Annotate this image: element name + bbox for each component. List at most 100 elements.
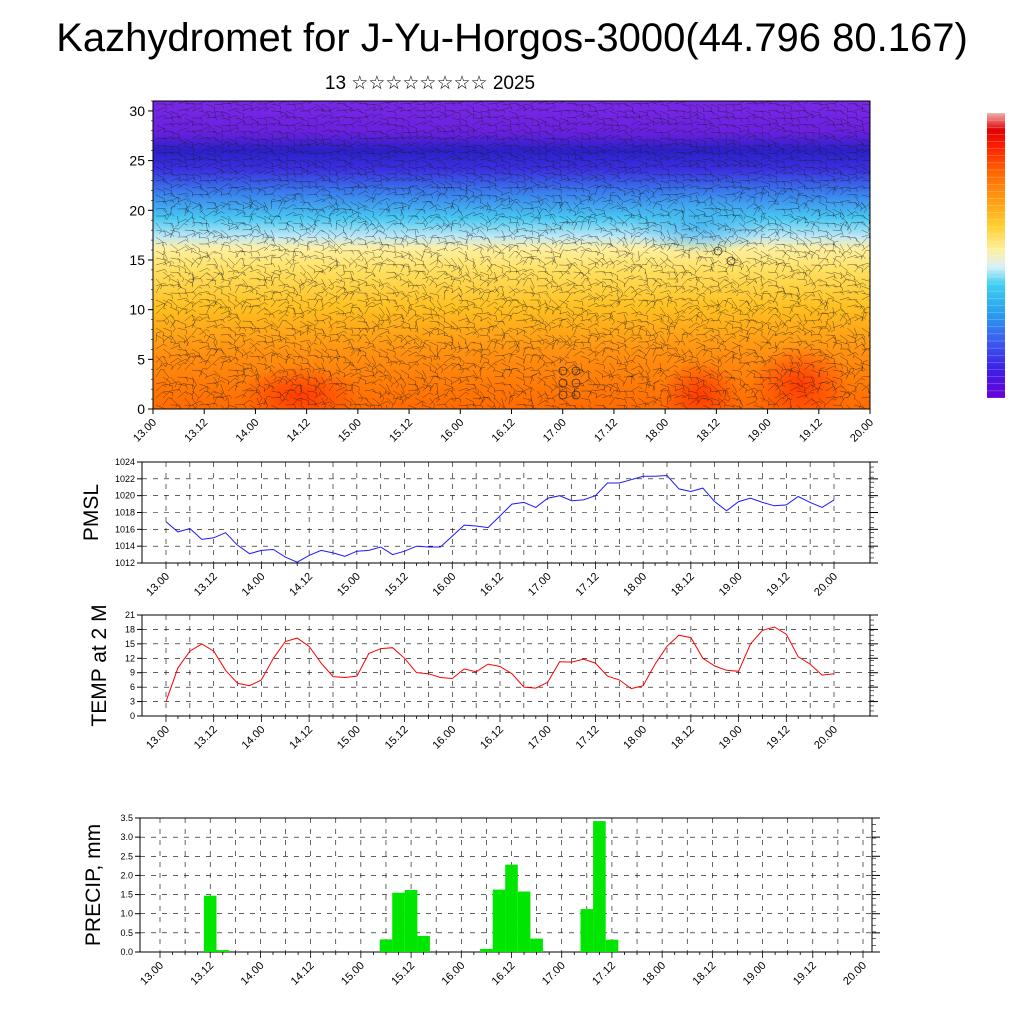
y-tick-label: 2.5: [120, 851, 133, 861]
y-tick-label: 1020: [115, 491, 135, 501]
x-tick-label: 20.00: [812, 571, 840, 599]
x-tick-label: 20.00: [841, 960, 869, 988]
x-tick-label: 18.12: [695, 417, 723, 445]
y-axis-title: PRECIP, mm: [82, 824, 105, 946]
x-tick-label: 19.12: [764, 571, 792, 599]
x-tick-label: 15.12: [387, 417, 415, 445]
x-tick-label: 13.12: [182, 417, 210, 445]
calm-wind-marker: [713, 246, 723, 256]
precip-bar: [379, 939, 393, 952]
y-axis-title: PMSL: [80, 484, 103, 541]
calm-wind-marker: [558, 390, 568, 400]
colorbar-divisions: [987, 112, 1005, 399]
temp-panel: 0 3 6 9 12 15 18 21 13.00 13.12 14.00 14.12 15.00 15.…: [88, 604, 878, 752]
y-tick-label: 1012: [115, 558, 135, 568]
x-tick-label: 16.12: [490, 417, 518, 445]
precip-bar: [517, 891, 531, 952]
precip-bar: [392, 892, 405, 952]
x-tick-label: 13.12: [188, 960, 216, 988]
x-tick-label: 17.12: [590, 960, 618, 988]
x-tick-label: 14.12: [289, 960, 317, 988]
precip-bar: [580, 909, 594, 952]
x-tick-label: 13.12: [192, 571, 220, 599]
x-tick-label: 14.12: [287, 724, 315, 752]
y-tick-label: 6: [130, 682, 135, 692]
x-tick-label: 19.12: [797, 417, 825, 445]
x-tick-label: 18.00: [621, 571, 649, 599]
calm-wind-marker: [571, 378, 581, 388]
wind-barbs: [155, 101, 870, 409]
y-tick-label: 25: [129, 153, 145, 169]
y-tick-label: 10: [129, 302, 145, 318]
x-tick-label: 15.00: [335, 724, 363, 752]
pmsl-series-line: [165, 474, 835, 563]
x-tick-label: 18.00: [643, 417, 671, 445]
x-tick-label: 15.12: [389, 960, 417, 988]
x-tick-label: 20.00: [812, 724, 840, 752]
precip-bar: [404, 890, 418, 952]
y-tick-label: 21: [125, 610, 135, 620]
precip-bar: [216, 950, 230, 952]
x-tick-label: 19.00: [717, 724, 745, 752]
x-tick-label: 17.12: [574, 724, 602, 752]
x-tick-label: 16.00: [438, 417, 466, 445]
x-tick-label: 16.00: [430, 571, 458, 599]
y-tick-label: 30: [129, 103, 145, 119]
x-tick-label: 18.00: [621, 724, 649, 752]
x-tick-label: 20.00: [848, 417, 876, 445]
x-tick-label: 17.00: [526, 724, 554, 752]
x-tick-label: 15.12: [383, 724, 411, 752]
y-tick-label: 15: [129, 252, 145, 268]
x-tick-label: 14.12: [287, 571, 315, 599]
y-tick-label: 0.0: [120, 947, 133, 957]
y-tick-label: 3.5: [120, 813, 133, 823]
x-tick-label: 13.00: [144, 724, 172, 752]
y-tick-label: 5: [137, 351, 145, 367]
x-tick-label: 19.00: [741, 960, 769, 988]
y-tick-label: 1024: [115, 457, 135, 467]
x-tick-label: 14.00: [240, 724, 268, 752]
precip-bar: [417, 935, 430, 952]
precip-panel: 0.0 0.5 1.0 1.5 2.0 2.5 3.0 3.5 13.00 13.12 14.00 1…: [82, 813, 880, 988]
y-tick-label: 1014: [115, 541, 135, 551]
x-tick-label: 13.00: [144, 571, 172, 599]
precip-bar: [203, 895, 217, 952]
x-tick-label: 13.12: [192, 724, 220, 752]
x-tick-label: 14.00: [239, 960, 267, 988]
calm-wind-marker: [571, 366, 581, 376]
temp-series-line: [165, 626, 835, 702]
y-tick-label: 12: [125, 653, 135, 663]
precip-bar: [530, 938, 543, 952]
pmsl-panel: 1012 1014 1016 1018 1020 1022 1024 13.00 13.12 14…: [80, 457, 878, 599]
x-tick-label: 15.00: [336, 417, 364, 445]
x-tick-label: 19.00: [717, 571, 745, 599]
x-tick-label: 15.00: [339, 960, 367, 988]
x-tick-label: 17.00: [541, 417, 569, 445]
x-tick-label: 13.00: [138, 960, 166, 988]
precip-bar: [480, 948, 493, 952]
y-tick-label: 20: [129, 202, 145, 218]
y-tick-label: 1022: [115, 474, 135, 484]
x-tick-label: 15.00: [335, 571, 363, 599]
y-tick-label: 2.0: [120, 870, 133, 880]
x-tick-label: 16.12: [478, 571, 506, 599]
precip-bar: [492, 889, 506, 952]
chart-subtitle: 13 ☆☆☆☆☆☆☆☆ 2025: [324, 73, 536, 94]
x-tick-label: 17.12: [574, 571, 602, 599]
y-tick-label: 1018: [115, 508, 135, 518]
calm-wind-marker: [726, 256, 736, 266]
y-tick-label: 18: [125, 624, 135, 634]
x-tick-label: 17.00: [526, 571, 554, 599]
x-tick-label: 14.00: [234, 417, 262, 445]
cross-section-anomalies: [240, 195, 850, 409]
y-tick-label: 15: [125, 639, 135, 649]
y-tick-label: 0: [137, 401, 145, 417]
panel-frame: [141, 614, 871, 717]
x-tick-label: 19.12: [791, 960, 819, 988]
x-tick-label: 18.12: [669, 724, 697, 752]
chart-title: Kazhydromet for J-Yu-Horgos-3000(44.796 …: [56, 16, 968, 60]
x-tick-label: 18.12: [669, 571, 697, 599]
y-tick-label: 0.5: [120, 928, 133, 938]
x-tick-label: 16.00: [439, 960, 467, 988]
